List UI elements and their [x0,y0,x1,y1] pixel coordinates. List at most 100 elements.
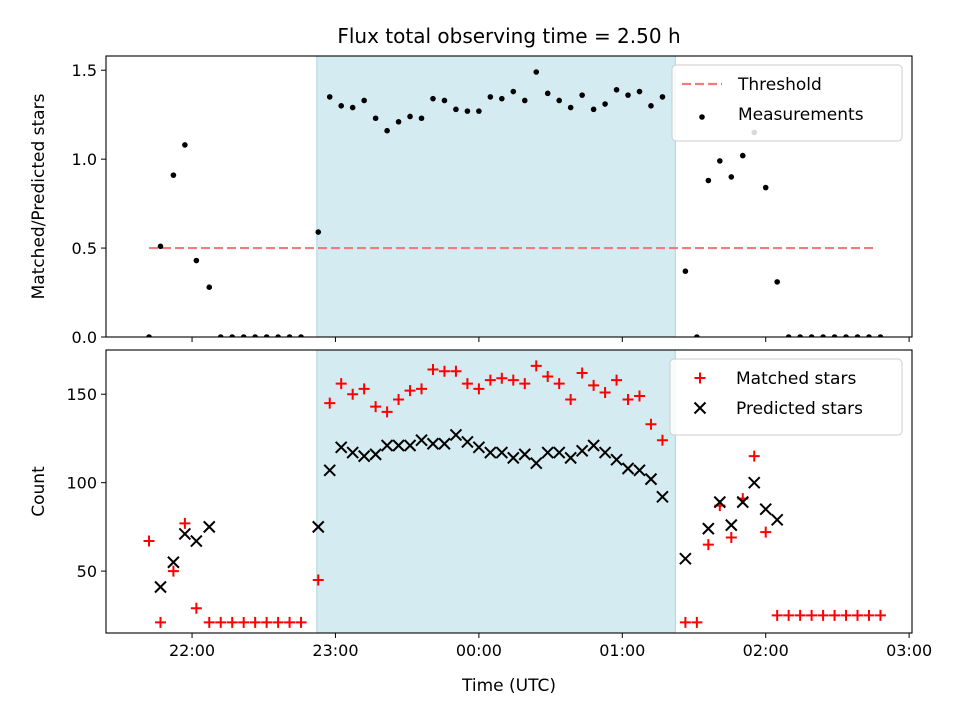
y-tick-label: 50 [77,562,97,581]
data-point [226,616,238,628]
data-point [552,446,566,459]
data-point [249,616,261,628]
data-point [588,379,600,391]
data-point [599,386,611,398]
data-point [702,539,714,551]
data-point [682,268,689,274]
data-point [656,434,668,446]
data-point [831,334,838,337]
data-point [487,94,494,100]
data-point [771,609,783,621]
y-axis-label: Matched/Predicted stars [29,93,49,299]
data-point [370,401,382,413]
data-point [476,108,482,114]
legend-label: Measurements [738,105,864,125]
data-point [530,456,543,470]
data-point [275,334,281,337]
y-tick-label: 1.0 [72,150,97,169]
legend-box [671,64,903,142]
legend-swatch [699,114,705,120]
data-point [602,101,608,107]
data-point [553,378,565,390]
data-point [877,334,884,337]
data-point [874,609,886,621]
data-point [349,104,356,111]
data-point [453,106,459,113]
data-point [403,439,417,452]
data-point [392,439,405,452]
data-point [565,394,577,406]
data-point [541,446,554,459]
data-point [808,334,815,337]
data-point [645,418,657,430]
data-point [519,378,531,390]
data-point [284,616,296,628]
data-point [182,142,188,148]
data-point [323,464,336,477]
data-point [644,472,658,486]
data-point [587,439,600,452]
data-point [679,616,691,628]
data-point [430,95,436,102]
data-point [449,428,463,442]
data-point [464,108,471,114]
data-point [295,616,307,628]
data-point [193,257,200,264]
data-point [863,609,875,621]
data-point [229,334,236,337]
data-point [622,394,634,406]
data-point [713,495,727,509]
data-point [312,520,325,534]
data-point [407,113,413,120]
y-tick-label: 150 [66,385,97,404]
data-point [358,383,370,395]
data-point [518,448,531,461]
observing-window-shade [316,55,676,338]
data-point [167,556,180,569]
data-point [438,365,450,377]
data-point [521,97,528,104]
bottom-panel: 22:00 23:00 00:00 01:00 02:00 03:00 50 100 150 Co… [29,349,932,660]
y-tick-label: 0.0 [72,328,97,347]
data-point [170,172,177,178]
y-tick-label: 100 [66,474,97,493]
data-point [770,513,784,527]
data-point [252,334,258,337]
y-tick-label: 0.5 [72,239,97,258]
top-panel: 0.0 0.5 1.0 1.5 Matched/Predicted stars Thres… [29,55,913,347]
data-point [473,383,485,395]
data-point [346,446,359,459]
data-point [461,435,474,449]
data-point [384,127,390,134]
data-point [748,476,761,489]
data-point [315,229,322,235]
data-point [748,450,760,462]
data-point [576,367,588,379]
data-point [380,439,394,452]
data-point [702,522,715,535]
data-point [143,535,155,547]
data-point [556,97,562,104]
data-point [426,437,440,450]
data-point [240,334,247,337]
data-point [312,574,324,586]
data-point [238,616,250,628]
data-point [840,609,852,621]
data-point [579,92,585,98]
data-point [495,446,509,459]
data-point [634,390,646,402]
legend: Threshold Measurements [671,64,903,142]
data-point [507,451,520,465]
data-point [785,334,792,337]
data-point [298,334,304,337]
data-point [190,534,203,548]
data-point [499,95,505,102]
legend-label: Matched stars [736,369,856,389]
legend-label: Threshold [737,75,822,95]
data-point [263,334,270,337]
data-point [393,394,405,406]
data-point [441,97,448,104]
data-point [496,372,508,384]
data-point [416,383,428,395]
data-point [567,104,574,111]
